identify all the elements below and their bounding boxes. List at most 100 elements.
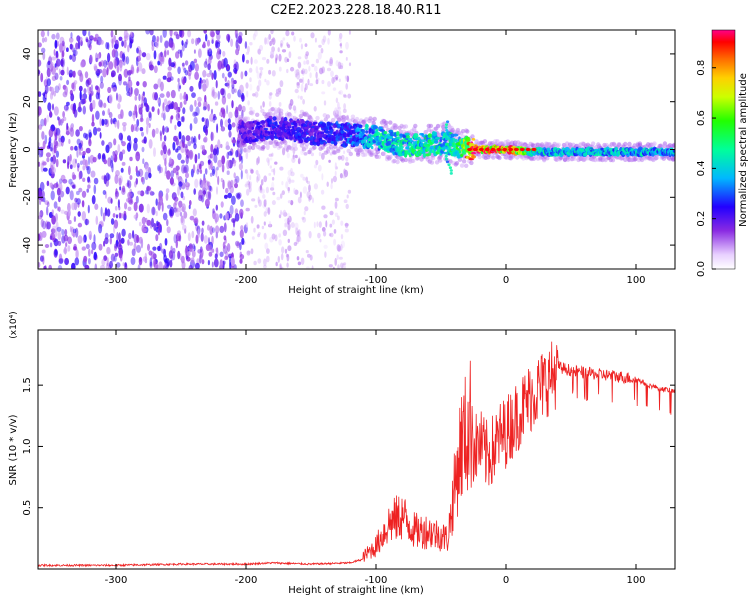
noise-speckle bbox=[134, 88, 139, 96]
noise-speckle bbox=[223, 57, 228, 68]
signal-halo bbox=[413, 123, 418, 129]
noise-speckle bbox=[114, 193, 118, 200]
signal-core bbox=[413, 133, 419, 138]
noise-speckle bbox=[58, 83, 61, 91]
noise-speckle bbox=[209, 225, 213, 235]
noise-speckle bbox=[202, 190, 207, 196]
noise-speckle bbox=[67, 202, 71, 212]
noise-speckle bbox=[182, 78, 186, 86]
signal-halo bbox=[603, 157, 608, 163]
faint-speckle bbox=[318, 67, 324, 75]
noise-speckle bbox=[69, 127, 74, 137]
noise-speckle bbox=[212, 91, 218, 99]
y-tick-label: 0 bbox=[22, 146, 33, 152]
noise-speckle bbox=[106, 257, 109, 267]
faint-speckle bbox=[340, 154, 345, 161]
faint-speckle bbox=[271, 233, 276, 240]
noise-speckle bbox=[68, 73, 73, 78]
noise-speckle bbox=[122, 262, 125, 267]
faint-speckle bbox=[273, 167, 276, 176]
noise-speckle bbox=[189, 200, 192, 206]
noise-speckle bbox=[116, 92, 118, 101]
faint-speckle bbox=[290, 171, 295, 177]
noise-speckle bbox=[110, 155, 114, 164]
faint-speckle bbox=[271, 181, 275, 190]
faint-speckle bbox=[251, 236, 255, 240]
faint-speckle bbox=[287, 238, 290, 243]
noise-speckle bbox=[71, 202, 76, 211]
faint-speckle bbox=[276, 196, 281, 201]
faint-speckle bbox=[294, 73, 298, 78]
noise-speckle bbox=[84, 218, 90, 226]
noise-speckle bbox=[136, 244, 141, 253]
noise-speckle bbox=[118, 132, 124, 141]
noise-speckle bbox=[209, 185, 212, 191]
signal-peak bbox=[508, 147, 514, 152]
signal-halo bbox=[461, 159, 467, 164]
noise-speckle bbox=[121, 228, 126, 237]
noise-speckle bbox=[216, 166, 219, 171]
noise-speckle bbox=[52, 225, 57, 231]
faint-speckle bbox=[308, 184, 311, 192]
noise-speckle bbox=[107, 157, 112, 167]
noise-speckle bbox=[215, 80, 218, 89]
noise-speckle bbox=[133, 124, 138, 132]
noise-speckle bbox=[66, 66, 69, 76]
faint-speckle bbox=[297, 95, 300, 99]
noise-speckle bbox=[143, 97, 147, 106]
noise-speckle bbox=[142, 256, 148, 262]
noise-speckle bbox=[57, 240, 62, 246]
noise-speckle bbox=[74, 257, 80, 266]
faint-speckle bbox=[270, 50, 275, 56]
noise-speckle bbox=[201, 259, 205, 265]
signal-halo bbox=[497, 155, 502, 161]
faint-speckle bbox=[287, 44, 291, 49]
faint-speckle bbox=[263, 175, 268, 183]
faint-speckle bbox=[302, 176, 307, 181]
noise-speckle bbox=[193, 188, 196, 195]
faint-speckle bbox=[249, 83, 253, 91]
faint-speckle bbox=[321, 227, 326, 232]
noise-speckle bbox=[206, 181, 211, 187]
faint-speckle bbox=[250, 248, 254, 255]
noise-speckle bbox=[238, 31, 243, 38]
noise-speckle bbox=[170, 170, 174, 178]
noise-speckle bbox=[68, 139, 71, 144]
noise-speckle bbox=[166, 49, 170, 56]
noise-speckle bbox=[57, 142, 62, 147]
noise-speckle bbox=[105, 262, 110, 269]
noise-speckle bbox=[151, 217, 154, 228]
noise-speckle bbox=[146, 125, 149, 135]
faint-speckle bbox=[325, 60, 329, 64]
signal-branch bbox=[447, 163, 451, 167]
noise-speckle bbox=[57, 265, 63, 269]
noise-speckle bbox=[187, 140, 192, 147]
signal-halo bbox=[459, 163, 465, 168]
noise-speckle bbox=[95, 85, 99, 90]
noise-speckle bbox=[132, 112, 136, 120]
noise-speckle bbox=[66, 122, 69, 131]
signal-halo bbox=[590, 141, 596, 146]
noise-speckle bbox=[67, 155, 70, 166]
noise-speckle bbox=[149, 30, 154, 36]
noise-speckle bbox=[135, 165, 138, 174]
signal-core bbox=[312, 141, 318, 146]
noise-speckle bbox=[108, 111, 113, 119]
noise-speckle bbox=[209, 172, 213, 177]
faint-speckle bbox=[256, 224, 260, 229]
faint-speckle bbox=[293, 35, 296, 42]
noise-speckle bbox=[95, 57, 99, 63]
noise-speckle bbox=[114, 243, 118, 249]
faint-speckle bbox=[299, 236, 302, 243]
faint-speckle bbox=[293, 143, 298, 148]
noise-speckle bbox=[93, 234, 96, 244]
signal-core bbox=[272, 116, 277, 121]
noise-speckle bbox=[49, 235, 53, 240]
noise-speckle bbox=[239, 258, 243, 264]
faint-speckle bbox=[271, 70, 276, 77]
noise-speckle bbox=[70, 181, 75, 188]
noise-speckle bbox=[138, 221, 142, 227]
faint-speckle bbox=[282, 209, 287, 217]
noise-speckle bbox=[40, 148, 44, 158]
noise-speckle bbox=[123, 81, 127, 86]
